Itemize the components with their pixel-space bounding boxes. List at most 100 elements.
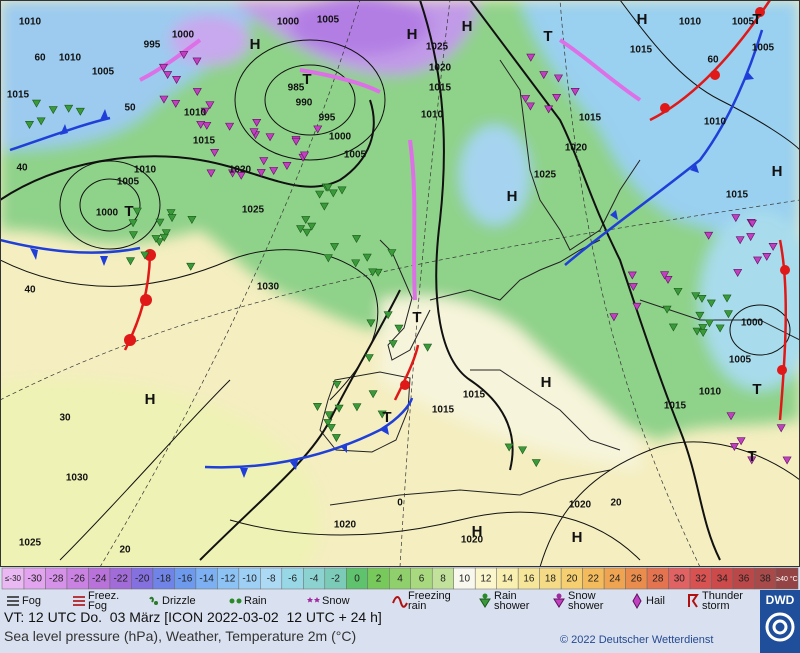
snow-shower-symbol bbox=[570, 88, 580, 96]
scale-end-low-label: ≤-30 bbox=[5, 574, 22, 583]
snow-shower-symbol bbox=[776, 424, 786, 433]
pressure-label: 1015 bbox=[193, 136, 216, 147]
scale-label: 20 bbox=[566, 574, 578, 585]
legend-icon bbox=[632, 593, 642, 609]
snow-shower-symbol bbox=[628, 283, 638, 291]
isobars bbox=[0, 0, 800, 567]
pressure-label: 1005 bbox=[732, 17, 755, 28]
rain-shower-symbol bbox=[125, 257, 136, 266]
pressure-label: 1010 bbox=[19, 17, 42, 28]
rain-shower-symbol bbox=[128, 231, 138, 240]
pressure-label: 990 bbox=[296, 98, 313, 109]
scale-label: 18 bbox=[545, 574, 557, 585]
legend-icon bbox=[149, 596, 158, 605]
snow-shower-symbol bbox=[552, 94, 562, 102]
rain-shower-symbol bbox=[373, 268, 383, 277]
high-pressure-label: H bbox=[541, 374, 552, 391]
rain-shower-symbol bbox=[332, 380, 342, 389]
legend-label: Hail bbox=[646, 595, 665, 607]
snow-shower-symbol bbox=[632, 302, 642, 311]
scale-end-high bbox=[775, 567, 799, 590]
rain-shower-symbol bbox=[368, 268, 378, 277]
legend-item: Drizzle bbox=[146, 590, 196, 612]
rain-shower-symbol bbox=[140, 251, 150, 260]
rain-shower-symbol bbox=[698, 329, 708, 338]
temperature-label: 20 bbox=[610, 498, 622, 509]
low-pressure-label: T bbox=[752, 11, 761, 28]
high-pressure-label: H bbox=[145, 391, 156, 408]
legend-label: Snow bbox=[322, 595, 350, 607]
pressure-label: 1000 bbox=[329, 132, 352, 143]
snow-shower-symbol bbox=[663, 275, 673, 284]
rain-shower-symbol bbox=[301, 216, 311, 224]
temperature-label: 20 bbox=[119, 545, 131, 556]
scale-label: 10 bbox=[459, 574, 471, 585]
pressure-label: 1005 bbox=[344, 150, 367, 161]
temperature-label: 60 bbox=[707, 55, 719, 66]
map-labels: 1010 1000 1005 1000 1010 995 1005 1015 985 990 995… bbox=[7, 11, 783, 556]
low-pressure-label: T bbox=[382, 409, 391, 426]
rain-shower-symbol bbox=[132, 207, 142, 216]
low-pressure-label: T bbox=[543, 28, 552, 45]
front-symbols bbox=[30, 72, 754, 478]
rain-shower-symbol bbox=[75, 107, 85, 116]
pressure-label: 1010 bbox=[59, 53, 82, 64]
snow-shower-symbol bbox=[660, 271, 670, 280]
temperature-label: 0 bbox=[397, 498, 403, 509]
legend-label: Rain shower bbox=[494, 590, 530, 612]
snow-shower-symbol bbox=[282, 162, 292, 170]
high-pressure-label: H bbox=[250, 36, 261, 53]
legend-icon bbox=[229, 598, 242, 604]
snow-shower-symbol bbox=[196, 120, 206, 129]
snow-shower-symbol bbox=[205, 101, 215, 110]
pressure-label: 1020 bbox=[569, 500, 592, 511]
rain-shower-symbol bbox=[518, 446, 528, 455]
legend-item: Thunder storm bbox=[686, 590, 754, 612]
scale-label: -8 bbox=[267, 574, 276, 585]
pressure-label: 1025 bbox=[19, 538, 42, 549]
dwd-logo: DWD bbox=[760, 590, 800, 653]
snow-shower-symbol bbox=[269, 167, 279, 175]
legend-icon bbox=[307, 597, 320, 603]
temperature-label: 40 bbox=[16, 163, 28, 174]
scale-label: 26 bbox=[631, 574, 643, 585]
scale-label: -18 bbox=[156, 574, 171, 585]
pressure-label: 1000 bbox=[172, 30, 195, 41]
snow-shower-symbol bbox=[158, 63, 169, 72]
pressure-label: 1005 bbox=[752, 43, 775, 54]
pressure-label: 1015 bbox=[463, 390, 486, 401]
high-pressure-label: H bbox=[472, 523, 483, 540]
weather-map: 1010 1000 1005 1000 1010 995 1005 1015 985 990 995… bbox=[0, 0, 800, 567]
high-pressure-label: H bbox=[572, 529, 583, 546]
rain-shower-symbol bbox=[307, 222, 317, 231]
rain-shower-symbol bbox=[324, 411, 334, 420]
snow-shower-symbol bbox=[526, 53, 536, 62]
rain-shower-symbol bbox=[328, 189, 338, 198]
legend-item: Rain shower bbox=[478, 590, 546, 612]
snow-shower-symbol bbox=[747, 219, 757, 228]
pressure-label: 1030 bbox=[66, 473, 89, 484]
scale-label: -22 bbox=[113, 574, 128, 585]
rain-shower-symbol bbox=[319, 202, 329, 211]
temperature-scale: ≤-30 -30 -28 -26 -24 -22 -20 -18 -16 -14 -12 -10 -8-… bbox=[1, 567, 799, 590]
pressure-label: 1025 bbox=[426, 42, 449, 53]
rain-shower-symbol bbox=[312, 403, 322, 411]
rain-shower-symbol bbox=[32, 99, 42, 108]
snow-shower-symbol bbox=[192, 88, 202, 97]
rain-shower-symbol bbox=[36, 117, 46, 126]
snow-shower-symbol bbox=[159, 95, 169, 104]
snow-shower-symbol bbox=[731, 214, 741, 223]
low-pressure-label: T bbox=[752, 381, 761, 398]
scale-label: 22 bbox=[588, 574, 600, 585]
pressure-label: 1015 bbox=[726, 190, 749, 201]
pressure-label: 1005 bbox=[92, 67, 115, 78]
pressure-label: 1010 bbox=[421, 110, 444, 121]
pressure-label: 1000 bbox=[96, 208, 119, 219]
pressure-label: 1005 bbox=[317, 15, 340, 26]
high-pressure-label: H bbox=[462, 18, 473, 35]
snow-shower-symbol bbox=[202, 121, 212, 130]
snow-shower-symbol bbox=[172, 76, 182, 84]
snow-shower-symbol bbox=[733, 269, 743, 278]
snow-shower-symbol bbox=[525, 102, 535, 111]
rain-shower-symbol bbox=[691, 292, 701, 301]
